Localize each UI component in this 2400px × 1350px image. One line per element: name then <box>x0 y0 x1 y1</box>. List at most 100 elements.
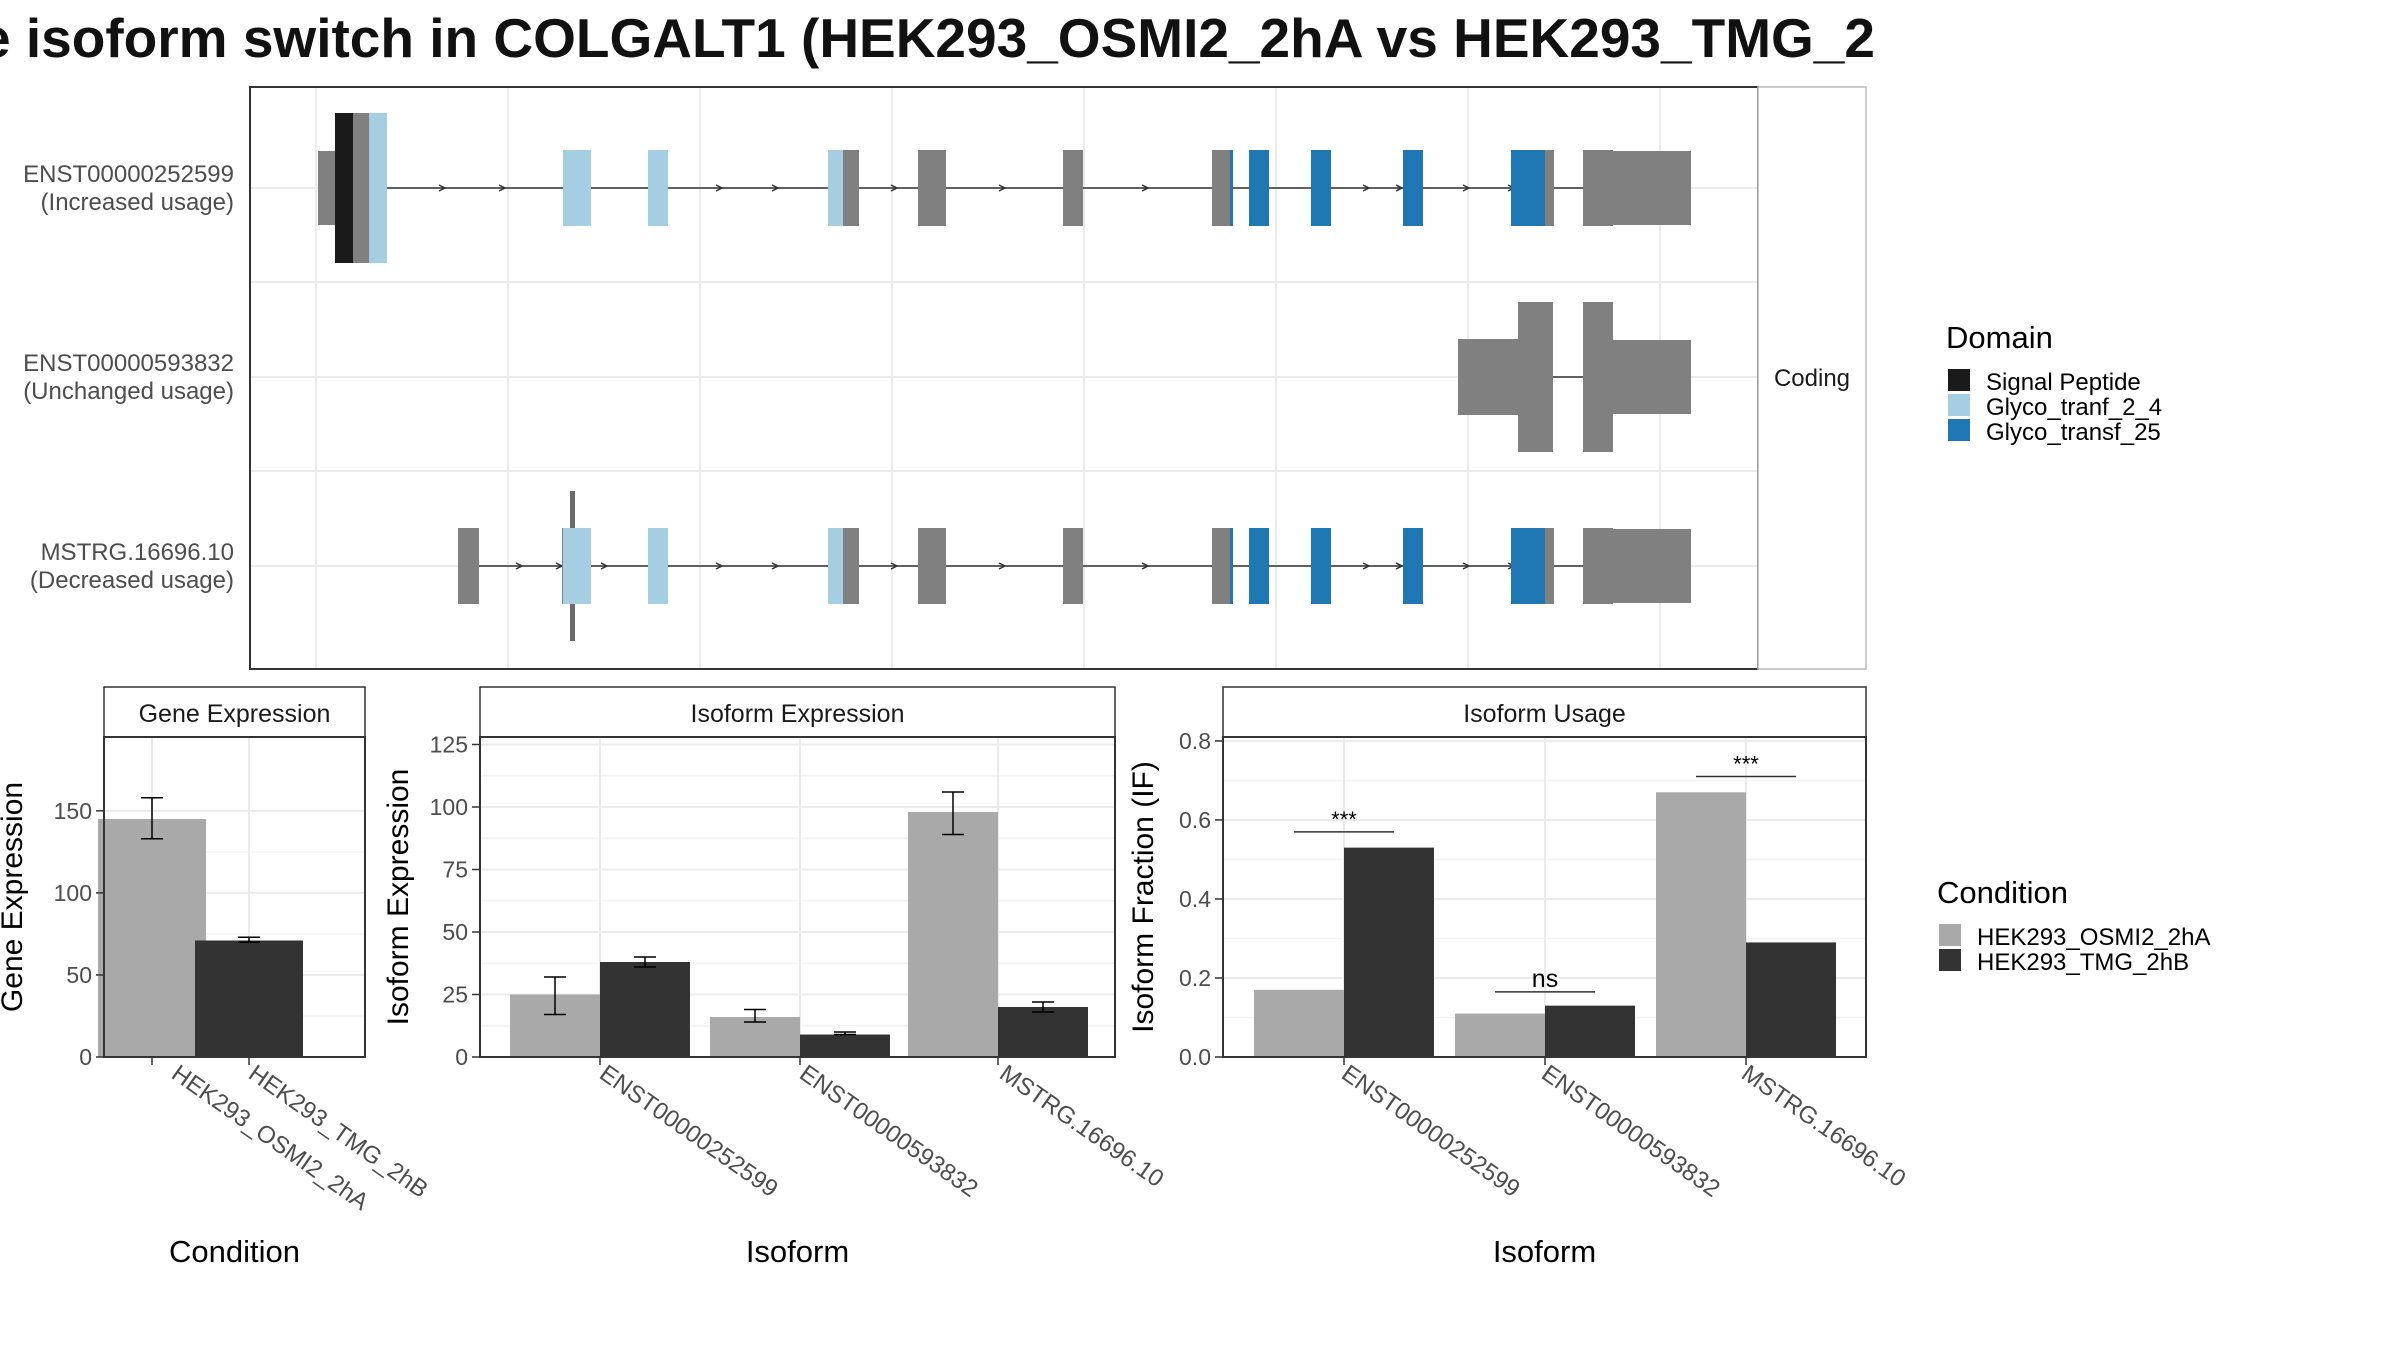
exon <box>563 150 591 226</box>
y-tick-label: 100 <box>430 794 468 820</box>
exon <box>563 528 591 604</box>
exon <box>1613 529 1691 603</box>
exon <box>843 528 859 604</box>
exon <box>458 528 479 604</box>
direction-arrow <box>1362 184 1371 192</box>
direction-arrow <box>715 562 724 570</box>
bar <box>98 819 206 1057</box>
exon <box>918 528 946 604</box>
panel-border <box>479 736 1116 1058</box>
direction-arrow <box>715 184 724 192</box>
exon <box>918 150 946 226</box>
exon <box>1583 302 1613 452</box>
y-tick-label: 125 <box>430 732 468 758</box>
y-tick-label: 0.2 <box>1179 965 1211 991</box>
exon <box>1311 528 1331 604</box>
isoform-usage-chart: Isoform Usage *** ns *** 0.0 0.2 0.4 0.6 0.8 ENST… <box>1127 686 1910 1269</box>
isoform-note: (Decreased usage) <box>30 567 234 594</box>
exon <box>318 151 335 225</box>
gene-expression-chart: Gene Expression050100150HEK293_OSMI2_2hA… <box>0 686 433 1269</box>
isoform-note: (Unchanged usage) <box>23 378 234 405</box>
bar <box>908 812 998 1057</box>
direction-arrow <box>1141 184 1150 192</box>
legend-swatch-tmg <box>1939 949 1961 971</box>
x-axis-title: Isoform <box>746 1234 849 1269</box>
y-tick-label: 0 <box>455 1044 468 1070</box>
y-tick-label: 0.0 <box>1179 1044 1211 1070</box>
direction-arrow <box>1462 562 1471 570</box>
strip-box <box>1757 86 1867 670</box>
bar <box>1656 792 1746 1057</box>
bar <box>1746 942 1836 1057</box>
exon <box>1212 150 1230 226</box>
exon <box>648 150 668 226</box>
exon <box>843 150 859 226</box>
legend-label: HEK293_TMG_2hB <box>1977 949 2189 976</box>
direction-arrow <box>890 184 899 192</box>
direction-arrow <box>600 562 609 570</box>
exon <box>1230 528 1233 604</box>
y-tick-label: 100 <box>54 880 92 906</box>
legend-label: Signal Peptide <box>1986 369 2141 396</box>
exon <box>1545 150 1554 226</box>
direction-arrow <box>1141 562 1150 570</box>
exon <box>1403 528 1423 604</box>
bar <box>1254 989 1344 1057</box>
significance-label: *** <box>1331 807 1357 832</box>
exon <box>353 113 369 263</box>
direction-arrow <box>771 562 780 570</box>
exon <box>828 528 843 604</box>
bar <box>800 1034 890 1057</box>
panel-title: Isoform Usage <box>1463 700 1626 728</box>
legend-swatch-osmi2 <box>1939 924 1961 946</box>
y-tick-label: 75 <box>442 857 468 883</box>
bar <box>195 940 303 1057</box>
y-tick-label: 50 <box>442 919 468 945</box>
domain-legend-title: Domain <box>1946 320 2053 355</box>
direction-arrow <box>1395 184 1404 192</box>
direction-arrow <box>1462 184 1471 192</box>
exon <box>1249 150 1269 226</box>
legend-label: Glyco_tranf_2_4 <box>1986 394 2162 421</box>
legend-swatch-signal-peptide <box>1948 369 1970 391</box>
exon <box>1583 150 1613 226</box>
legend-label: Glyco_transf_25 <box>1986 419 2161 446</box>
exon <box>1613 340 1691 414</box>
direction-arrow <box>998 562 1007 570</box>
direction-arrow <box>515 562 524 570</box>
bar <box>710 1017 800 1057</box>
exon <box>828 150 843 226</box>
y-tick-label: 0.6 <box>1179 807 1211 833</box>
panel-strip <box>103 686 366 738</box>
direction-arrow <box>438 184 447 192</box>
exon <box>1311 150 1331 226</box>
bar <box>1344 847 1434 1057</box>
direction-arrow <box>890 562 899 570</box>
panel-border <box>103 736 366 1058</box>
isoform-label: MSTRG.16696.10 <box>41 539 234 566</box>
x-tick-label: ENST00000593832 <box>1537 1060 1725 1203</box>
panel-strip <box>1222 686 1867 738</box>
bar <box>1455 1013 1545 1057</box>
y-axis-title: Isoform Fraction (IF) <box>1127 761 1160 1033</box>
exon <box>335 113 353 263</box>
bar <box>998 1007 1088 1057</box>
bar <box>1545 1005 1635 1057</box>
exon <box>1613 151 1691 225</box>
y-tick-label: 0 <box>79 1044 92 1070</box>
page-title: e isoform switch in COLGALT1 (HEK293_OSM… <box>0 7 1875 69</box>
isoform-label: ENST00000593832 <box>23 350 234 377</box>
y-tick-label: 0.8 <box>1179 728 1211 754</box>
y-tick-label: 50 <box>66 962 92 988</box>
bar <box>600 962 690 1057</box>
y-tick-label: 0.4 <box>1179 886 1211 912</box>
direction-arrow <box>498 184 507 192</box>
exon <box>1518 302 1553 452</box>
significance-label: *** <box>1733 752 1759 777</box>
domain-legend: Domain Signal Peptide Glyco_tranf_2_4 Gl… <box>1946 320 2162 446</box>
exon <box>1249 528 1269 604</box>
condition-legend-title: Condition <box>1937 875 2068 910</box>
legend-swatch-glyco-tranf-2-4 <box>1948 394 1970 416</box>
direction-arrow <box>1395 562 1404 570</box>
